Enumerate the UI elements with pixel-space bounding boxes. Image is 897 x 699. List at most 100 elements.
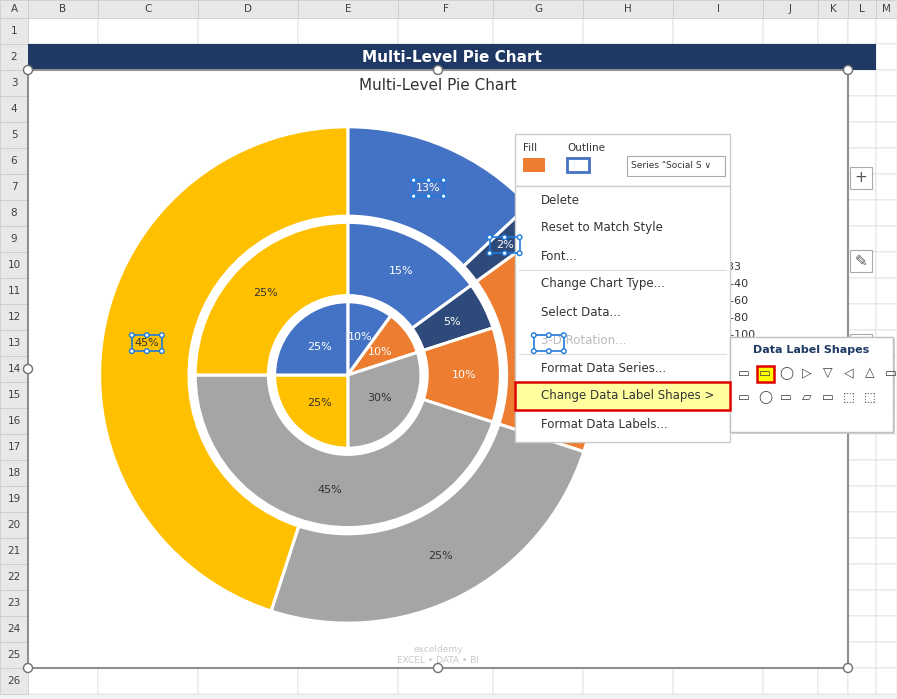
- Text: 22: 22: [7, 572, 21, 582]
- Bar: [398, 44, 493, 70]
- Bar: [818, 0, 848, 18]
- Text: 25%: 25%: [253, 287, 278, 298]
- Bar: [848, 148, 876, 174]
- Bar: [763, 278, 818, 304]
- Text: 80-100: 80-100: [717, 330, 755, 340]
- Bar: [763, 252, 818, 278]
- Bar: [298, 512, 398, 538]
- Bar: [98, 356, 198, 382]
- Bar: [583, 564, 673, 590]
- Bar: [848, 278, 876, 304]
- Bar: [198, 252, 298, 278]
- Bar: [583, 408, 673, 434]
- Bar: [818, 512, 848, 538]
- Bar: [763, 460, 818, 486]
- Text: Fill: Fill: [523, 143, 537, 153]
- Bar: [98, 200, 198, 226]
- Text: 26: 26: [7, 676, 21, 686]
- Bar: [398, 96, 493, 122]
- Text: Multi-Level Pie Chart: Multi-Level Pie Chart: [362, 50, 542, 64]
- Circle shape: [144, 349, 149, 354]
- Bar: [0, 512, 28, 538]
- Bar: [876, 226, 897, 252]
- Bar: [198, 0, 298, 18]
- Bar: [848, 226, 876, 252]
- Bar: [850, 250, 872, 273]
- Bar: [398, 200, 493, 226]
- Bar: [0, 434, 28, 460]
- Bar: [493, 252, 583, 278]
- Bar: [98, 382, 198, 408]
- Bar: [818, 538, 848, 564]
- Bar: [28, 460, 98, 486]
- Bar: [493, 460, 583, 486]
- Bar: [673, 616, 763, 642]
- Bar: [28, 330, 98, 356]
- Circle shape: [23, 364, 32, 373]
- Bar: [98, 512, 198, 538]
- Bar: [0, 642, 28, 668]
- Wedge shape: [412, 285, 493, 350]
- Bar: [732, 339, 895, 434]
- Bar: [0, 0, 28, 18]
- Bar: [876, 538, 897, 564]
- Bar: [398, 18, 493, 44]
- Bar: [28, 382, 98, 408]
- Circle shape: [502, 235, 507, 240]
- Bar: [493, 174, 583, 200]
- Bar: [28, 18, 98, 44]
- Bar: [28, 122, 98, 148]
- Bar: [673, 122, 763, 148]
- Bar: [0, 486, 28, 512]
- Bar: [98, 642, 198, 668]
- Circle shape: [144, 333, 149, 338]
- Bar: [298, 564, 398, 590]
- Bar: [763, 70, 818, 96]
- Bar: [398, 590, 493, 616]
- Bar: [298, 226, 398, 252]
- Bar: [763, 122, 818, 148]
- Bar: [673, 642, 763, 668]
- Bar: [198, 382, 298, 408]
- Bar: [583, 44, 673, 70]
- Bar: [763, 434, 818, 460]
- Bar: [848, 564, 876, 590]
- Bar: [98, 564, 198, 590]
- Text: ▭: ▭: [823, 391, 834, 403]
- Bar: [98, 408, 198, 434]
- Text: A: A: [11, 4, 18, 14]
- Bar: [0, 96, 28, 122]
- Wedge shape: [274, 375, 348, 448]
- Bar: [0, 226, 28, 252]
- Bar: [818, 642, 848, 668]
- Bar: [876, 0, 897, 18]
- Text: ▭: ▭: [738, 366, 750, 380]
- Bar: [198, 616, 298, 642]
- Bar: [398, 460, 493, 486]
- Bar: [398, 174, 493, 200]
- Text: B: B: [59, 4, 66, 14]
- Bar: [28, 590, 98, 616]
- Bar: [493, 408, 583, 434]
- Bar: [28, 278, 98, 304]
- Bar: [298, 148, 398, 174]
- Bar: [0, 668, 28, 694]
- Text: 18: 18: [7, 468, 21, 478]
- Bar: [0, 538, 28, 564]
- Text: H: H: [624, 4, 631, 14]
- Bar: [98, 538, 198, 564]
- Bar: [28, 96, 98, 122]
- Bar: [818, 174, 848, 200]
- Bar: [818, 278, 848, 304]
- Bar: [763, 564, 818, 590]
- Wedge shape: [196, 375, 493, 528]
- Bar: [198, 512, 298, 538]
- Bar: [298, 538, 398, 564]
- Bar: [398, 538, 493, 564]
- Bar: [848, 512, 876, 538]
- Text: I: I: [717, 4, 719, 14]
- Text: 19: 19: [7, 494, 21, 504]
- Bar: [493, 330, 583, 356]
- Bar: [493, 356, 583, 382]
- Bar: [98, 148, 198, 174]
